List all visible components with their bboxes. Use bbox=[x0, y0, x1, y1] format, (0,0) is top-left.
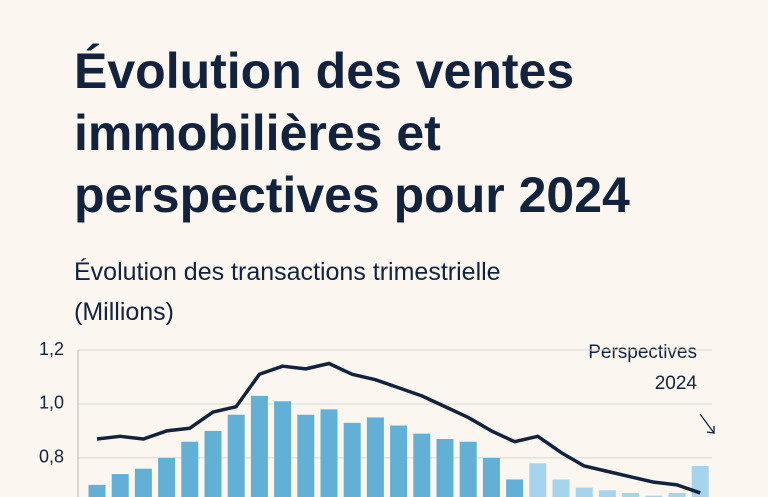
bar bbox=[529, 463, 547, 497]
bar bbox=[181, 441, 199, 497]
subtitle-line: (Millions) bbox=[74, 298, 174, 326]
annotation-arrow bbox=[699, 413, 715, 434]
bar bbox=[413, 433, 431, 497]
y-tick-label: 1,0 bbox=[39, 393, 64, 413]
bar bbox=[645, 495, 663, 497]
bar bbox=[575, 487, 593, 497]
annotation: Perspectives bbox=[588, 342, 697, 363]
annotation: 2024 bbox=[655, 373, 698, 394]
bar bbox=[366, 417, 384, 497]
bar bbox=[158, 457, 176, 497]
bar bbox=[320, 409, 338, 497]
bar bbox=[390, 425, 408, 497]
bar bbox=[598, 490, 616, 497]
bar bbox=[227, 414, 245, 497]
bar bbox=[622, 492, 640, 497]
bar bbox=[459, 441, 477, 497]
y-tick-label: 1,2 bbox=[39, 339, 64, 359]
bar bbox=[297, 414, 315, 497]
y-tick-label: 0,8 bbox=[39, 447, 64, 467]
bar bbox=[668, 492, 686, 497]
title-line: perspectives pour 2024 bbox=[74, 167, 630, 223]
bar bbox=[88, 484, 106, 497]
bar bbox=[204, 430, 222, 497]
bar bbox=[343, 422, 361, 497]
bar bbox=[250, 395, 268, 497]
title-line: Évolution des ventes bbox=[74, 43, 574, 99]
bar bbox=[436, 439, 454, 497]
bar bbox=[482, 457, 500, 497]
title-line: immobilières et bbox=[74, 105, 441, 161]
bar bbox=[506, 479, 524, 497]
bar bbox=[691, 465, 709, 497]
bar bbox=[552, 479, 570, 497]
line bbox=[96, 361, 701, 495]
bar bbox=[134, 468, 152, 497]
bar bbox=[111, 474, 129, 497]
bar bbox=[274, 401, 292, 497]
subtitle-line: Évolution des transactions trimestrielle bbox=[74, 257, 501, 286]
